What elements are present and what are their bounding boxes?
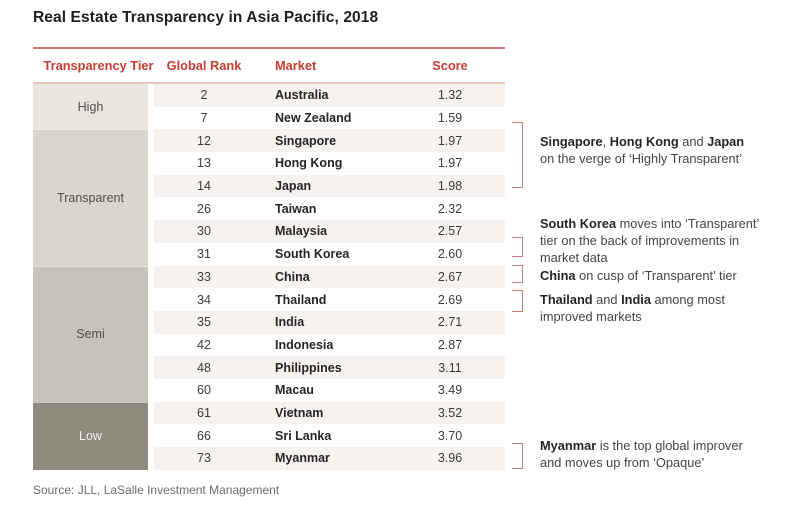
rank-cell: 66 — [197, 428, 211, 443]
rank-cell: 14 — [197, 179, 211, 194]
score-cell: 1.32 — [437, 88, 463, 103]
rank-cell: 12 — [197, 133, 211, 148]
table-row: 33 China 2.67 — [154, 265, 505, 289]
source-note: Source: JLL, LaSalle Investment Manageme… — [33, 483, 280, 497]
annotation-bracket — [512, 443, 523, 469]
score-cell: 2.57 — [437, 224, 463, 239]
table-body: High Transparent Semi Low 2 Australia 1.32 7 Ne… — [33, 84, 505, 470]
annotation-bracket — [512, 290, 523, 312]
annotation-text: China on cusp of ‘Transparent’ tier — [540, 268, 737, 283]
market-cell: China — [275, 269, 310, 284]
table-row: 35 India 2.71 — [154, 310, 505, 334]
header-divider — [33, 82, 505, 84]
score-cell: 2.87 — [437, 337, 463, 352]
rank-cell: 42 — [197, 337, 211, 352]
rank-cell: 2 — [200, 88, 208, 103]
annotation-text: Singapore, Hong Kong and Japan on the ver… — [540, 134, 745, 166]
table-row: 13 Hong Kong 1.97 — [154, 152, 505, 175]
market-cell: Myanmar — [275, 451, 330, 466]
tier-cell-transparent: Transparent — [33, 129, 148, 266]
tier-cell-high: High — [33, 84, 148, 130]
rank-cell: 73 — [197, 451, 211, 466]
score-cell: 1.97 — [437, 133, 463, 148]
market-cell: New Zealand — [275, 111, 352, 126]
rank-cell: 35 — [197, 315, 211, 330]
rank-cell: 13 — [197, 156, 211, 171]
score-cell: 2.60 — [437, 247, 463, 262]
market-cell: Philippines — [275, 360, 342, 375]
rank-cell: 26 — [197, 201, 211, 216]
score-cell: 3.96 — [437, 451, 463, 466]
market-cell: Singapore — [275, 133, 337, 148]
score-cell: 2.69 — [437, 292, 463, 307]
tier-label: Transparent — [57, 190, 124, 205]
market-cell: Indonesia — [275, 337, 334, 352]
rank-cell: 48 — [197, 360, 211, 375]
tier-label: High — [77, 99, 104, 114]
rank-cell: 33 — [197, 269, 211, 284]
rank-cell: 30 — [197, 224, 211, 239]
market-cell: Malaysia — [275, 224, 328, 239]
market-cell: Japan — [275, 179, 312, 194]
table-row: 7 New Zealand 1.59 — [154, 107, 505, 130]
market-cell: Thailand — [275, 292, 327, 307]
table-row: 12 Singapore 1.97 — [154, 129, 505, 153]
rows-column: 2 Australia 1.32 7 New Zealand 1.59 12 Singapor… — [154, 84, 505, 470]
annotation-bracket — [512, 265, 523, 283]
tier-cell-semi: Semi — [33, 265, 148, 402]
score-cell: 3.11 — [438, 360, 462, 375]
column-header-tier: Transparency Tier — [43, 58, 154, 73]
rank-cell: 61 — [197, 405, 211, 420]
annotation-text: Myanmar is the top global improver and mo… — [540, 438, 743, 470]
score-cell: 2.71 — [437, 315, 463, 330]
market-cell: India — [275, 315, 305, 330]
top-divider — [33, 47, 505, 49]
table-row: 26 Taiwan 2.32 — [154, 197, 505, 220]
score-cell: 1.98 — [437, 179, 463, 194]
table-row: 30 Malaysia 2.57 — [154, 220, 505, 243]
column-header-market: Market — [275, 58, 317, 73]
tier-label: Semi — [76, 327, 105, 342]
market-cell: Australia — [275, 88, 329, 103]
market-cell: Hong Kong — [275, 156, 343, 171]
table-row: 61 Vietnam 3.52 — [154, 401, 505, 425]
annotation-text: South Korea moves into ‘Transparent’ tier… — [540, 216, 760, 265]
annotation-bracket — [512, 237, 523, 257]
annotation-text: Thailand and India among most improved ma… — [540, 292, 725, 324]
table-row: 14 Japan 1.98 — [154, 174, 505, 198]
table-row: 48 Philippines 3.11 — [154, 356, 505, 379]
score-cell: 2.32 — [437, 201, 463, 216]
market-cell: South Korea — [275, 247, 350, 262]
score-cell: 3.52 — [437, 405, 463, 420]
table-row: 31 South Korea 2.60 — [154, 243, 505, 266]
tier-label: Low — [79, 429, 102, 444]
score-cell: 1.97 — [437, 156, 463, 171]
annotation-bracket — [512, 122, 523, 188]
market-cell: Macau — [275, 383, 314, 398]
table-row: 73 Myanmar 3.96 — [154, 447, 505, 470]
table-row: 60 Macau 3.49 — [154, 379, 505, 402]
tier-cell-low: Low — [33, 401, 148, 470]
table-row: 34 Thailand 2.69 — [154, 288, 505, 311]
rank-cell: 60 — [197, 383, 211, 398]
score-cell: 3.49 — [437, 383, 463, 398]
score-cell: 1.59 — [437, 111, 463, 126]
table-row: 2 Australia 1.32 — [154, 84, 505, 107]
table-row: 66 Sri Lanka 3.70 — [154, 424, 505, 447]
page-title: Real Estate Transparency in Asia Pacific… — [33, 9, 379, 26]
rank-cell: 7 — [200, 111, 208, 126]
column-header-score: Score — [432, 58, 468, 73]
score-cell: 3.70 — [437, 428, 463, 443]
rank-cell: 31 — [197, 247, 211, 262]
column-header-rank: Global Rank — [166, 58, 242, 73]
market-cell: Taiwan — [275, 201, 317, 216]
score-cell: 2.67 — [437, 269, 463, 284]
market-cell: Vietnam — [275, 405, 324, 420]
tier-column: High Transparent Semi Low — [33, 84, 148, 470]
table-header: Transparency Tier Global Rank Market Sco… — [33, 50, 505, 81]
market-cell: Sri Lanka — [275, 428, 332, 443]
table-row: 42 Indonesia 2.87 — [154, 334, 505, 357]
rank-cell: 34 — [197, 292, 211, 307]
